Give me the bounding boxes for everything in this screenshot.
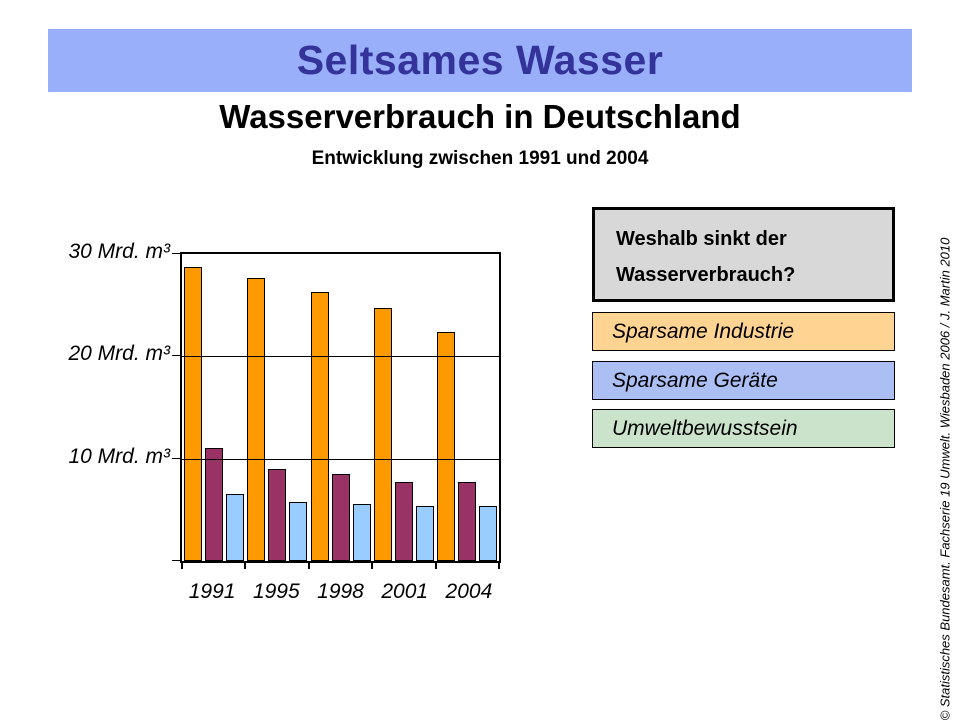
y-axis-tick <box>172 457 182 459</box>
bar-series-maroon-1991 <box>204 448 223 561</box>
bar-series-maroon-2004 <box>458 482 477 561</box>
x-axis-tick <box>498 561 500 569</box>
bar-series-lightblue-1995 <box>289 501 308 561</box>
answer-box-3: Umweltbewusstsein <box>592 409 895 448</box>
question-line-1: Weshalb sinkt der <box>616 228 787 250</box>
answer-box-1: Sparsame Industrie <box>592 312 895 351</box>
bar-series-orange-2004 <box>437 331 456 561</box>
chart-title: Wasserverbrauch in Deutschland <box>219 98 741 135</box>
bar-series-orange-1991 <box>183 267 202 561</box>
y-axis-tick <box>172 253 182 254</box>
bar-group-1991 <box>182 254 245 561</box>
credit-vertical-text: © Statistisches Bundesamt. Fachserie 19 … <box>937 237 953 720</box>
bar-groups <box>182 254 499 561</box>
gridline-10 <box>182 458 499 460</box>
answer-box-2: Sparsame Geräte <box>592 361 895 400</box>
question-box: Weshalb sinkt der Wasserverbrauch? <box>592 207 895 302</box>
x-axis-label-2004: 2004 <box>445 580 493 603</box>
bar-group-1998 <box>309 254 372 561</box>
bar-group-2004 <box>436 254 499 561</box>
bar-series-orange-2001 <box>373 308 392 561</box>
y-axis-labels: 30 Mrd. m³ 20 Mrd. m³ 10 Mrd. m³ <box>40 240 172 559</box>
title-banner: Seltsames Wasser <box>48 29 912 92</box>
bar-series-lightblue-1998 <box>352 503 371 561</box>
y-axis-label: 20 Mrd. m³ <box>68 342 170 366</box>
bar-series-lightblue-2004 <box>479 505 498 561</box>
bar-chart-plot-area <box>172 252 501 569</box>
x-axis-tick <box>307 561 310 569</box>
y-axis-tick <box>172 355 182 357</box>
bar-series-maroon-1998 <box>331 474 350 561</box>
bar-series-maroon-2001 <box>394 482 413 561</box>
slide-title: Seltsames Wasser <box>296 37 664 83</box>
bar-series-orange-1995 <box>247 277 266 561</box>
bar-series-lightblue-1991 <box>225 494 244 561</box>
x-axis-label-1998: 1998 <box>317 580 364 603</box>
x-axis-label-1995: 1995 <box>252 580 300 603</box>
x-axis-tick <box>244 561 247 569</box>
bar-series-orange-1998 <box>310 291 329 561</box>
y-axis-label: 10 Mrd. m³ <box>68 444 170 468</box>
question-line-2: Wasserverbrauch? <box>616 264 796 286</box>
y-axis-tick <box>172 560 182 561</box>
bar-series-lightblue-2001 <box>415 505 434 561</box>
bar-group-2001 <box>372 254 435 561</box>
x-axis-label-2001: 2001 <box>381 580 429 603</box>
gridline-20 <box>182 356 499 358</box>
y-axis-label: 30 Mrd. m³ <box>68 240 170 263</box>
bar-series-maroon-1995 <box>268 468 287 561</box>
chart-subtitle: Entwicklung zwischen 1991 und 2004 <box>311 148 649 169</box>
x-axis-tick <box>371 561 374 569</box>
bar-group-1995 <box>245 254 308 561</box>
x-axis-tick <box>434 561 437 569</box>
x-axis-labels: 1991 1995 1998 2001 2004 <box>180 580 501 604</box>
x-axis-tick <box>181 561 183 569</box>
x-axis-label-1991: 1991 <box>188 580 236 603</box>
